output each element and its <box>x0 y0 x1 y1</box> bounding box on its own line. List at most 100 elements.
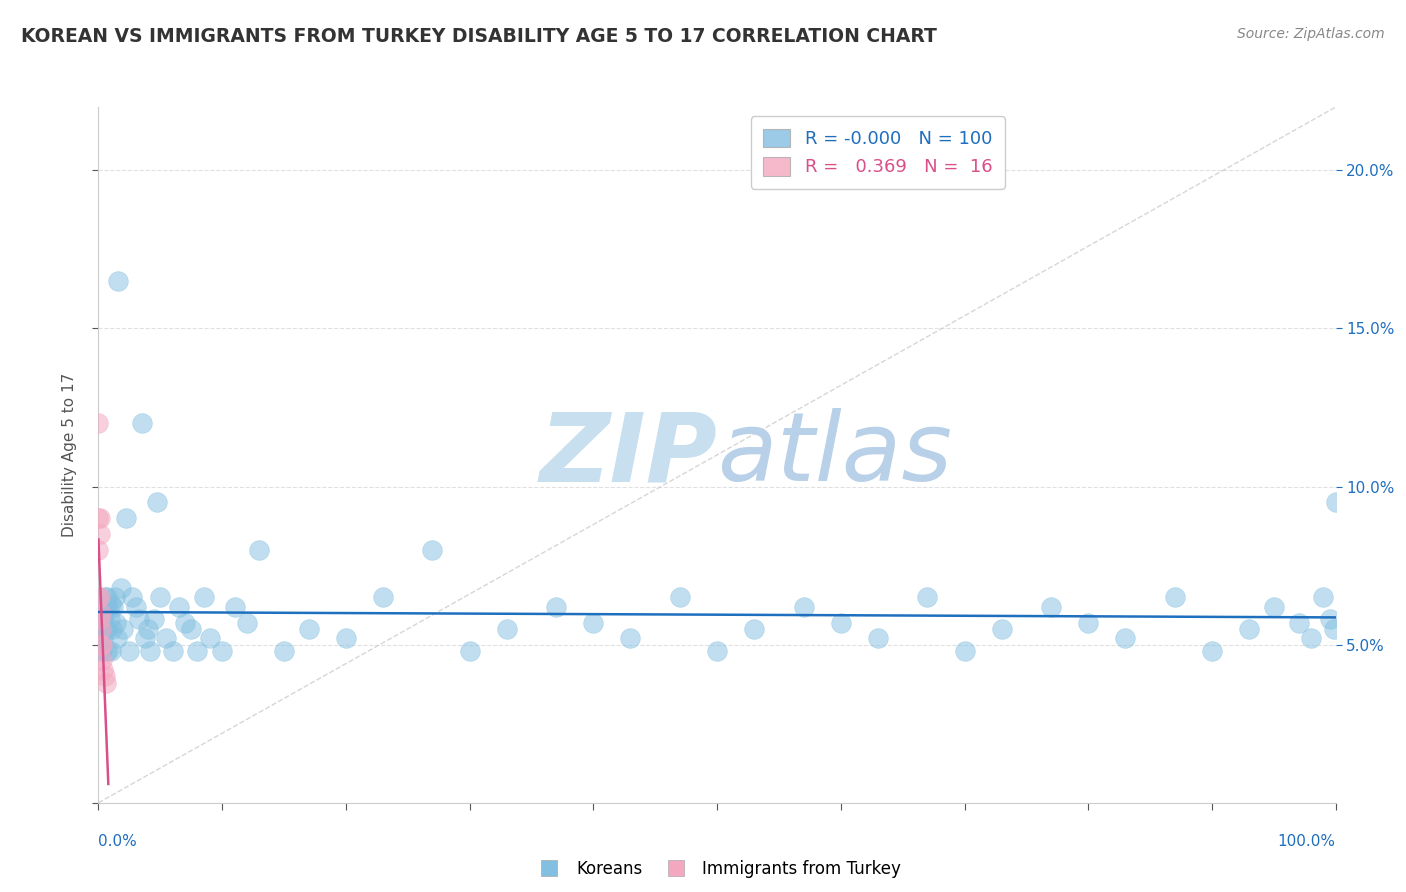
Point <box>110 581 132 595</box>
Point <box>371 591 394 605</box>
Point <box>87 591 110 605</box>
Point <box>162 644 184 658</box>
Y-axis label: Disability Age 5 to 17: Disability Age 5 to 17 <box>62 373 77 537</box>
Point <box>87 417 110 431</box>
Point <box>118 644 141 658</box>
Point <box>91 622 114 636</box>
Point <box>103 591 125 605</box>
Point <box>335 632 357 646</box>
Point <box>174 615 197 630</box>
Point <box>167 599 190 614</box>
Point <box>619 632 641 646</box>
Text: atlas: atlas <box>717 409 952 501</box>
Point <box>90 612 112 626</box>
Point <box>93 669 115 683</box>
Point <box>101 622 124 636</box>
Point <box>91 653 114 667</box>
Point <box>139 644 162 658</box>
Point <box>247 542 270 557</box>
Point <box>89 527 111 541</box>
Point <box>198 632 221 646</box>
Point <box>93 606 115 620</box>
Point <box>91 644 114 658</box>
Point <box>1263 599 1285 614</box>
Point <box>105 632 128 646</box>
Point <box>124 599 146 614</box>
Point <box>128 612 150 626</box>
Point <box>89 612 111 626</box>
Text: 0.0%: 0.0% <box>98 834 138 849</box>
Point <box>1164 591 1187 605</box>
Point <box>93 663 115 677</box>
Point <box>87 511 110 525</box>
Point <box>87 591 110 605</box>
Point <box>131 417 153 431</box>
Point <box>273 644 295 658</box>
Point <box>91 638 114 652</box>
Point <box>98 612 121 626</box>
Point <box>97 644 120 658</box>
Point <box>114 511 136 525</box>
Point <box>89 622 111 636</box>
Point <box>953 644 976 658</box>
Point <box>1323 622 1346 636</box>
Point <box>1040 599 1063 614</box>
Text: ZIP: ZIP <box>538 409 717 501</box>
Point <box>112 622 135 636</box>
Point <box>224 599 246 614</box>
Text: Source: ZipAtlas.com: Source: ZipAtlas.com <box>1237 27 1385 41</box>
Point <box>136 622 159 636</box>
Point <box>917 591 939 605</box>
Point <box>706 644 728 658</box>
Point <box>96 622 118 636</box>
Point <box>149 591 172 605</box>
Point <box>830 615 852 630</box>
Point <box>143 612 166 626</box>
Point <box>94 599 117 614</box>
Point <box>1312 591 1334 605</box>
Point <box>107 274 129 288</box>
Point <box>93 606 115 620</box>
Point <box>669 591 692 605</box>
Point <box>103 599 125 614</box>
Point <box>793 599 815 614</box>
Point <box>495 622 517 636</box>
Point <box>89 511 111 525</box>
Point <box>93 632 115 646</box>
Point <box>89 591 111 605</box>
Point <box>100 597 122 611</box>
Point <box>546 599 568 614</box>
Point <box>89 644 111 658</box>
Point <box>211 644 233 658</box>
Point <box>96 591 118 605</box>
Point <box>93 615 115 630</box>
Point <box>87 638 110 652</box>
Point <box>89 632 111 646</box>
Point <box>134 632 156 646</box>
Point <box>91 599 114 614</box>
Point <box>87 612 110 626</box>
Point <box>1288 615 1310 630</box>
Point <box>1077 615 1099 630</box>
Text: KOREAN VS IMMIGRANTS FROM TURKEY DISABILITY AGE 5 TO 17 CORRELATION CHART: KOREAN VS IMMIGRANTS FROM TURKEY DISABIL… <box>21 27 936 45</box>
Point <box>422 542 444 557</box>
Point <box>97 599 120 614</box>
Point <box>90 606 112 620</box>
Point <box>236 615 259 630</box>
Text: 100.0%: 100.0% <box>1278 834 1336 849</box>
Point <box>1319 612 1341 626</box>
Point <box>582 615 605 630</box>
Point <box>87 622 110 636</box>
Legend: Koreans, Immigrants from Turkey: Koreans, Immigrants from Turkey <box>526 854 908 885</box>
Point <box>145 495 167 509</box>
Point <box>990 622 1012 636</box>
Point <box>90 638 112 652</box>
Point <box>1114 632 1136 646</box>
Point <box>100 644 122 658</box>
Point <box>94 644 117 658</box>
Point <box>94 675 117 690</box>
Point <box>90 622 112 636</box>
Point <box>458 644 481 658</box>
Point <box>186 644 208 658</box>
Point <box>1324 495 1347 509</box>
